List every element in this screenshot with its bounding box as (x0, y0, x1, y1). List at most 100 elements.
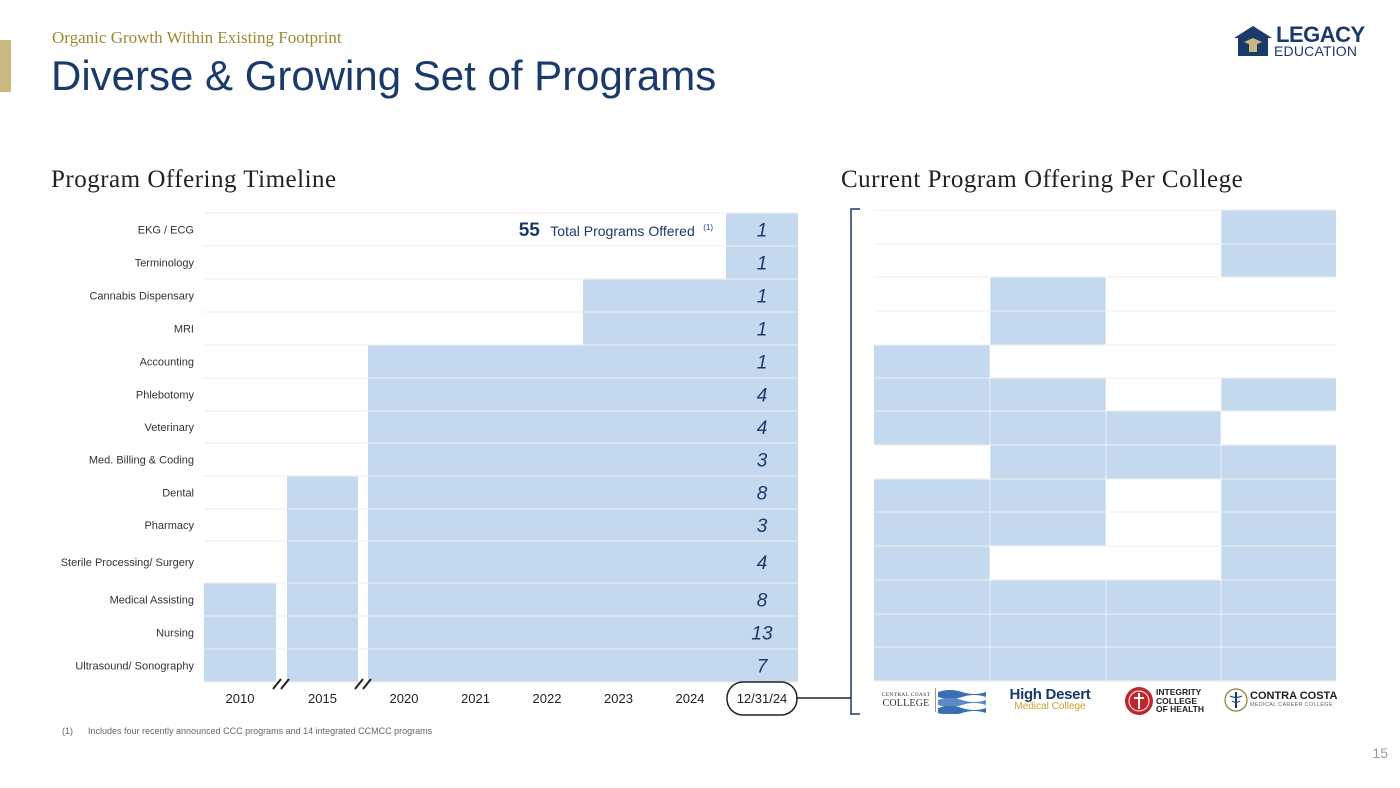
college-cell-ultrasound-sonography-high-desert-medical-college (990, 647, 1106, 681)
college-grid (874, 209, 1336, 682)
timeline-cell-accounting-2023 (583, 345, 654, 378)
timeline-cell-phlebotomy-2023 (583, 378, 654, 411)
x-tick-2022: 2022 (533, 691, 562, 706)
timeline-cell-phlebotomy-2024 (654, 378, 726, 411)
row-label-phlebotomy: Phlebotomy (136, 390, 195, 402)
college-cell-medical-assisting-central-coast-college (874, 580, 990, 614)
timeline-cell-mri-2024 (654, 312, 726, 345)
timeline-cell-ultrasound-sonography-2010 (204, 649, 276, 682)
timeline-cell-dental-2024 (654, 476, 726, 509)
timeline-cell-nursing-12-31-24 (726, 616, 798, 649)
program-count-cannabis-dispensary: 1 (757, 287, 768, 308)
timeline-cell-sterile-processing-surgery-2023 (583, 541, 654, 583)
central-coast-college-logo: CENTRAL COAST COLLEGE (880, 684, 988, 718)
slide-title: Diverse & Growing Set of Programs (51, 52, 717, 99)
timeline-cell-medical-assisting-2022 (511, 583, 583, 616)
program-count-med-billing-coding: 3 (757, 451, 768, 472)
row-label-terminology: Terminology (135, 258, 195, 270)
college-cell-phlebotomy-central-coast-college (874, 378, 990, 411)
axis-break-mark (280, 678, 290, 690)
college-cell-dental-contra-costa-medical-career-college (1221, 479, 1336, 512)
timeline-cell-med-billing-coding-2021 (440, 443, 511, 476)
slide-subtitle: Organic Growth Within Existing Footprint (52, 28, 342, 47)
timeline-cell-ekg-ecg-12-31-24 (726, 213, 798, 246)
college-cell-med-billing-coding-high-desert-medical-college (990, 445, 1106, 479)
ccc-logo-line1: CENTRAL COAST (881, 692, 931, 698)
contra-costa-logo-line2: MEDICAL CAREER COLLEGE (1250, 702, 1333, 708)
program-count-veterinary: 4 (757, 418, 768, 439)
row-label-pharmacy: Pharmacy (144, 520, 194, 532)
timeline-cell-nursing-2021 (440, 616, 511, 649)
timeline-row-labels: EKG / ECG Terminology Cannabis Dispensary M… (61, 225, 195, 673)
timeline-cell-ultrasound-sonography-2015 (287, 649, 358, 682)
program-count-accounting: 1 (757, 353, 768, 374)
timeline-cell-ultrasound-sonography-2023 (583, 649, 654, 682)
timeline-cell-nursing-2010 (204, 616, 276, 649)
timeline-cell-nursing-2022 (511, 616, 583, 649)
timeline-cell-accounting-2022 (511, 345, 583, 378)
timeline-cell-medical-assisting-2021 (440, 583, 511, 616)
timeline-cell-accounting-2024 (654, 345, 726, 378)
college-cell-ultrasound-sonography-central-coast-college (874, 647, 990, 681)
total-number: 55 (519, 220, 541, 241)
timeline-cell-med-billing-coding-12-31-24 (726, 443, 798, 476)
integrity-college-of-health-logo: INTEGRITY COLLEGE OF HEALTH (1122, 684, 1212, 718)
timeline-cell-phlebotomy-2021 (440, 378, 511, 411)
college-cell-sterile-processing-surgery-central-coast-college (874, 546, 990, 580)
college-cell-accounting-central-coast-college (874, 345, 990, 378)
integrity-seal-icon (1125, 687, 1153, 715)
college-cell-dental-high-desert-medical-college (990, 479, 1106, 512)
college-cell-phlebotomy-high-desert-medical-college (990, 378, 1106, 411)
college-cell-pharmacy-high-desert-medical-college (990, 512, 1106, 546)
timeline-cell-pharmacy-2022 (511, 509, 583, 541)
timeline-cell-accounting-2021 (440, 345, 511, 378)
row-label-cannabis-dispensary: Cannabis Dispensary (89, 291, 194, 303)
timeline-cell-phlebotomy-12-31-24 (726, 378, 798, 411)
program-count-pharmacy: 3 (757, 516, 768, 537)
college-heading: Current Program Offering Per College (841, 166, 1244, 193)
row-label-ultrasound-sonography: Ultrasound/ Sonography (75, 661, 194, 673)
college-cell-sterile-processing-surgery-contra-costa-medical-career-college (1221, 546, 1336, 580)
program-count-phlebotomy: 4 (757, 386, 768, 407)
row-label-sterile-processing-surgery: Sterile Processing/ Surgery (61, 557, 195, 569)
college-cell-nursing-contra-costa-medical-career-college (1221, 614, 1336, 647)
x-tick-2023: 2023 (604, 691, 633, 706)
timeline-cell-dental-12-31-24 (726, 476, 798, 509)
timeline-cell-pharmacy-2015 (287, 509, 358, 541)
row-label-dental: Dental (162, 488, 194, 500)
footnote-mark: (1) (62, 726, 73, 736)
timeline-cell-med-billing-coding-2024 (654, 443, 726, 476)
timeline-cell-nursing-2024 (654, 616, 726, 649)
timeline-cell-medical-assisting-2024 (654, 583, 726, 616)
timeline-cell-terminology-12-31-24 (726, 246, 798, 279)
college-cell-med-billing-coding-integrity-college-of-health (1106, 445, 1221, 479)
college-cell-veterinary-high-desert-medical-college (990, 411, 1106, 445)
timeline-cell-sterile-processing-surgery-2021 (440, 541, 511, 583)
graduation-house-icon (1234, 26, 1272, 56)
timeline-cell-medical-assisting-2020 (368, 583, 440, 616)
ccc-wave-icon (938, 690, 986, 714)
timeline-cell-nursing-2020 (368, 616, 440, 649)
timeline-cell-sterile-processing-surgery-2024 (654, 541, 726, 583)
integrity-logo-line1: INTEGRITY (1156, 687, 1202, 697)
timeline-cell-dental-2015 (287, 476, 358, 509)
college-cell-terminology-contra-costa-medical-career-college (1221, 244, 1336, 277)
timeline-cell-med-billing-coding-2022 (511, 443, 583, 476)
college-cell-medical-assisting-high-desert-medical-college (990, 580, 1106, 614)
footnote-text: Includes four recently announced CCC pro… (88, 726, 433, 736)
timeline-cell-accounting-12-31-24 (726, 345, 798, 378)
timeline-cell-medical-assisting-2010 (204, 583, 276, 616)
timeline-cell-sterile-processing-surgery-2015 (287, 541, 358, 583)
timeline-cell-accounting-2020 (368, 345, 440, 378)
legacy-education-logo: LEGACY EDUCATION (1232, 22, 1372, 62)
timeline-cell-mri-12-31-24 (726, 312, 798, 345)
contra-costa-logo: CONTRA COSTA MEDICAL CAREER COLLEGE (1224, 684, 1337, 718)
timeline-cell-cannabis-dispensary-12-31-24 (726, 279, 798, 312)
hd-logo-line1: High Desert (1009, 686, 1091, 703)
x-tick-2021: 2021 (461, 691, 490, 706)
college-cell-phlebotomy-contra-costa-medical-career-college (1221, 378, 1336, 411)
college-cell-dental-central-coast-college (874, 479, 990, 512)
timeline-cell-sterile-processing-surgery-2020 (368, 541, 440, 583)
program-count-medical-assisting: 8 (757, 591, 768, 612)
timeline-cell-sterile-processing-surgery-12-31-24 (726, 541, 798, 583)
